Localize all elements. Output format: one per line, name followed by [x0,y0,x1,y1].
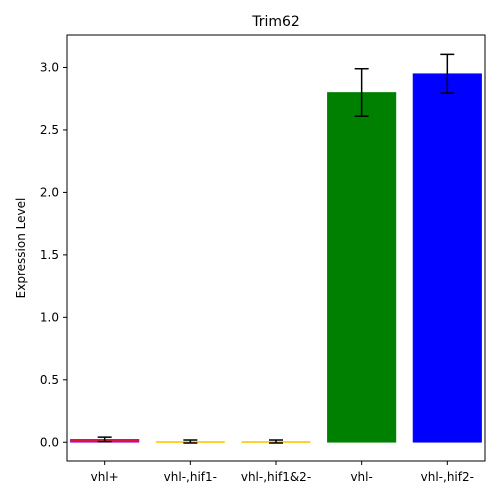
y-axis-label: Expression Level [14,198,28,299]
chart-title: Trim62 [251,14,300,30]
x-tick-label: vhl-,hif1&2- [241,470,311,484]
bars-group [70,73,482,443]
y-tick-label: 0.5 [40,373,59,387]
error-bar-2 [183,439,198,444]
x-tick-label: vhl+ [91,470,119,484]
x-tick-label: vhl- [350,470,372,484]
y-tick-label: 2.0 [40,185,59,199]
y-tick-label: 1.5 [40,248,59,262]
x-tick-label: vhl-,hif1- [164,470,217,484]
y-tick-label: 2.5 [40,123,59,137]
error-bars-group [97,53,455,444]
error-bar-3 [269,439,283,444]
y-axis: 0.0 0.5 1.0 1.5 2.0 2.5 3.0 [40,60,67,449]
error-bar-5 [440,53,455,94]
x-axis: vhl+ vhl-,hif1- vhl-,hif1&2- vhl-vhl-,hif2- [91,461,474,484]
y-tick-label: 0.0 [40,435,59,449]
error-bar-1 [97,436,112,443]
plot-frame [66,34,486,462]
y-tick-label: 3.0 [40,60,59,74]
bar-4 [327,92,397,443]
y-tick-label: 1.0 [40,310,59,324]
bar-5 [412,73,482,443]
x-tick-label: vhl-,hif2- [421,470,474,484]
error-bar-4 [354,67,369,117]
